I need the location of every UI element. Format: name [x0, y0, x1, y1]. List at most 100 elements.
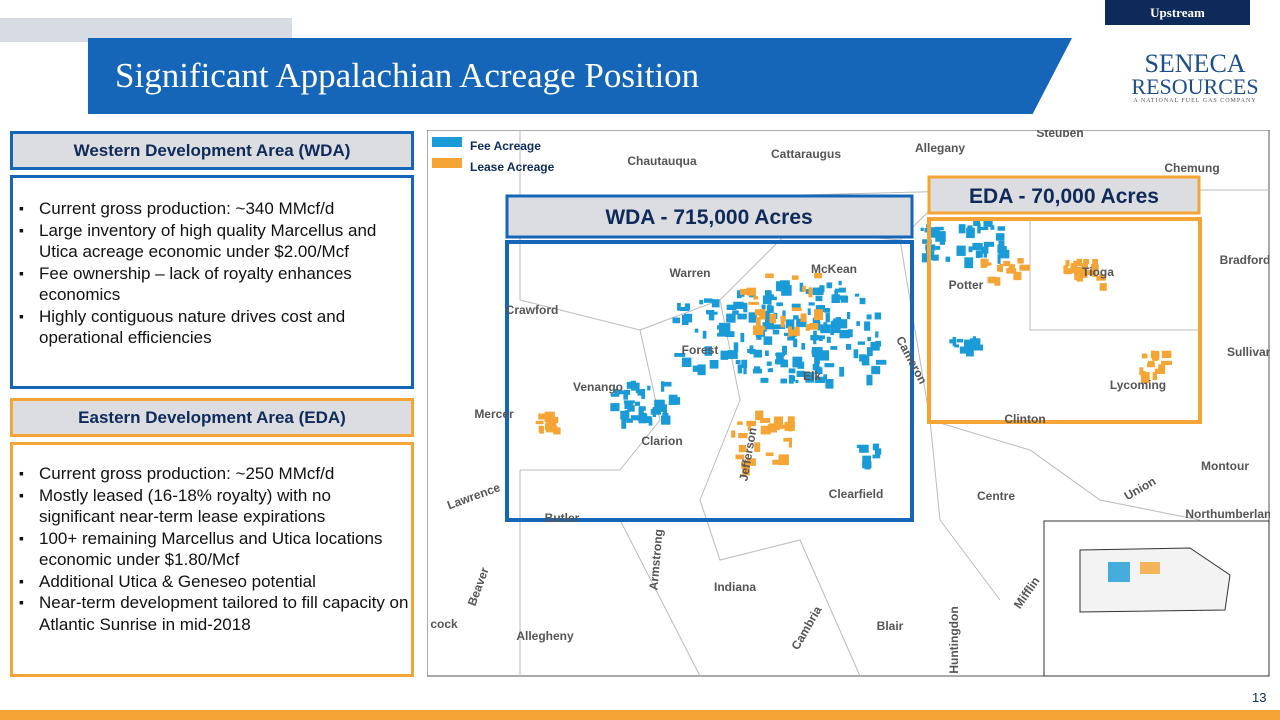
county-label: Centre [977, 489, 1015, 503]
acreage-patch [815, 305, 826, 311]
acreage-patch [610, 393, 620, 397]
acreage-patch [875, 331, 879, 338]
acreage-patch [859, 297, 866, 305]
acreage-patch [785, 319, 795, 329]
acreage-patch [958, 224, 966, 234]
acreage-patch [1003, 260, 1011, 267]
acreage-patch [1140, 372, 1150, 384]
acreage-patch [797, 361, 805, 369]
acreage-patch [924, 228, 929, 233]
eda-label: EDA - 70,000 Acres [969, 185, 1159, 208]
acreage-patch [870, 341, 880, 351]
acreage-patch [662, 404, 667, 414]
acreage-patch [551, 425, 555, 431]
acreage-patch [856, 444, 867, 449]
county-label: Blair [877, 619, 904, 633]
acreage-patch [778, 454, 789, 466]
acreage-patch [820, 324, 831, 334]
acreage-patch [736, 290, 742, 299]
acreage-patch [648, 417, 653, 426]
acreage-patch [712, 363, 718, 369]
acreage-patch [823, 374, 828, 381]
wda-box: Current gross production: ~340 MMcf/dLar… [10, 175, 414, 389]
acreage-patch [623, 394, 628, 400]
acreage-patch [720, 323, 731, 333]
acreage-patch [967, 225, 973, 233]
acreage-patch [631, 415, 640, 421]
acreage-patch [1148, 360, 1155, 364]
acreage-patch [796, 318, 807, 328]
acreage-patch [956, 338, 964, 343]
acreage-patch [874, 312, 882, 320]
acreage-patch [784, 458, 788, 465]
acreage [535, 220, 1172, 476]
acreage-patch [746, 458, 756, 466]
acreage-patch [875, 340, 882, 347]
county-label: Mercer [474, 407, 514, 421]
acreage-patch [772, 325, 782, 329]
acreage-patch [637, 389, 643, 396]
acreage-patch [735, 454, 745, 460]
acreage-patch [661, 415, 671, 425]
logo-name: SENECA [1144, 49, 1246, 78]
acreage-patch [996, 264, 1001, 272]
acreage-patch [725, 331, 735, 338]
county-label: Allegany [915, 141, 965, 155]
acreage-patch [956, 245, 966, 256]
acreage-patch [768, 423, 780, 431]
acreage-patch [776, 352, 784, 364]
acreage-patch [641, 388, 646, 399]
wda-heading: Western Development Area (WDA) [10, 131, 414, 170]
bullet: Mostly leased (16-18% royalty) with no s… [19, 485, 411, 528]
acreage-patch [861, 355, 870, 366]
acreage-patch [720, 350, 729, 360]
acreage-patch [755, 316, 761, 328]
acreage-patch [871, 366, 881, 375]
acreage-patch [787, 416, 795, 427]
acreage-patch [866, 347, 873, 357]
acreage-patch [544, 411, 555, 423]
acreage-patch [753, 296, 759, 300]
acreage-patch [1064, 268, 1072, 275]
inset-acreage [1108, 562, 1130, 582]
acreage-patch [1073, 266, 1082, 273]
acreage-patch [635, 401, 641, 406]
acreage-patch [742, 466, 750, 476]
acreage-patch [733, 301, 744, 309]
acreage-patch [760, 326, 766, 331]
acreage-patch [739, 445, 744, 450]
acreage-patch [677, 302, 681, 311]
acreage-patch [679, 306, 690, 312]
acreage-patch [952, 336, 957, 347]
county-label: Huntingdon [947, 606, 961, 673]
acreage-patch [921, 253, 928, 263]
bullet: Highly contiguous nature drives cost and… [19, 306, 411, 349]
acreage-patch [935, 245, 941, 250]
acreage-patch [623, 400, 635, 404]
acreage-patch [1079, 266, 1086, 275]
acreage-patch [761, 304, 766, 311]
acreage-patch [814, 335, 825, 340]
acreage-patch [929, 228, 934, 234]
acreage-patch [826, 336, 831, 343]
acreage-patch [1017, 258, 1024, 264]
acreage-patch [681, 357, 692, 368]
county-label: Venango [573, 380, 623, 394]
acreage-patch [1076, 258, 1082, 266]
county-label: Indiana [714, 580, 756, 594]
acreage-patch [780, 359, 788, 368]
acreage-patch [773, 416, 784, 426]
acreage-patch [983, 220, 993, 227]
acreage-patch [1153, 352, 1158, 362]
acreage-patch [815, 295, 823, 302]
acreage-patch [737, 421, 743, 425]
bullet: Current gross production: ~340 MMcf/d [19, 198, 411, 220]
title-band [88, 38, 1072, 114]
acreage-patch [624, 401, 633, 410]
acreage-patch [726, 313, 736, 323]
acreage-patch [812, 317, 821, 328]
acreage-patch [854, 293, 860, 297]
acreage-patch [977, 223, 981, 234]
acreage-patch [788, 427, 793, 432]
